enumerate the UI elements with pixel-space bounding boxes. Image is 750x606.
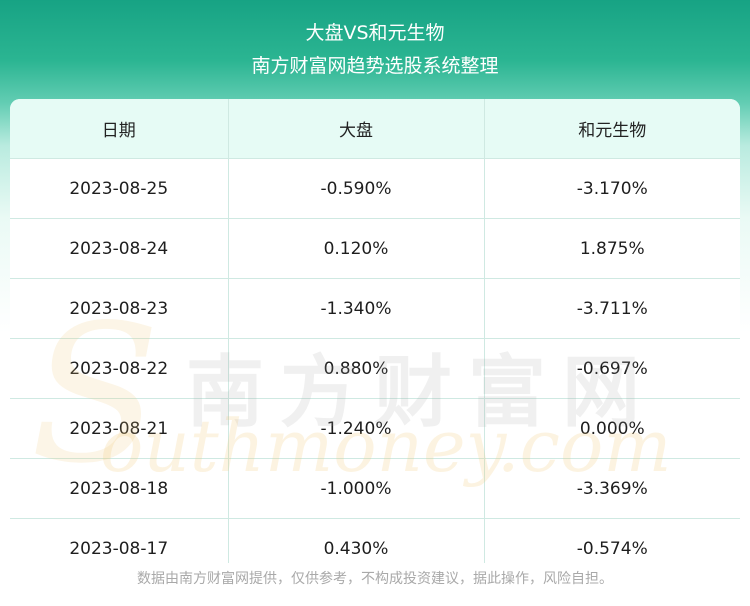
table-row: 2023-08-25 -0.590% -3.170% (10, 158, 740, 219)
cell-date: 2023-08-25 (10, 158, 229, 219)
column-header-date: 日期 (10, 99, 229, 159)
cell-stock-change: -0.574% (484, 518, 740, 563)
cell-stock-change: -3.170% (484, 158, 740, 219)
cell-market-change: -1.340% (228, 278, 485, 339)
cell-market-change: 0.430% (228, 518, 485, 563)
table-row: 2023-08-21 -1.240% 0.000% (10, 398, 740, 459)
cell-market-change: -1.000% (228, 458, 485, 519)
table-row: 2023-08-18 -1.000% -3.369% (10, 458, 740, 519)
table-row: 2023-08-17 0.430% -0.574% (10, 518, 740, 563)
column-header-market: 大盘 (228, 99, 485, 159)
cell-stock-change: -3.711% (484, 278, 740, 339)
column-header-stock: 和元生物 (484, 99, 740, 159)
cell-date: 2023-08-24 (10, 218, 229, 279)
cell-date: 2023-08-21 (10, 398, 229, 459)
page-subtitle: 南方财富网趋势选股系统整理 (251, 55, 499, 77)
table-header-row: 日期 大盘 和元生物 (10, 99, 740, 159)
table-row: 2023-08-22 0.880% -0.697% (10, 338, 740, 399)
comparison-table-card: 日期 大盘 和元生物 2023-08-25 -0.590% -3.170% 20… (10, 99, 740, 563)
cell-stock-change: 1.875% (484, 218, 740, 279)
comparison-table: 日期 大盘 和元生物 2023-08-25 -0.590% -3.170% 20… (10, 99, 740, 563)
cell-date: 2023-08-17 (10, 518, 229, 563)
table-row: 2023-08-24 0.120% 1.875% (10, 218, 740, 279)
cell-stock-change: 0.000% (484, 398, 740, 459)
page-title: 大盘VS和元生物 (305, 22, 445, 44)
footer-disclaimer: 数据由南方财富网提供，仅供参考，不构成投资建议，据此操作，风险自担。 (137, 571, 613, 587)
cell-stock-change: -0.697% (484, 338, 740, 399)
table-row: 2023-08-23 -1.340% -3.711% (10, 278, 740, 339)
cell-market-change: 0.120% (228, 218, 485, 279)
cell-market-change: -1.240% (228, 398, 485, 459)
cell-date: 2023-08-22 (10, 338, 229, 399)
cell-market-change: -0.590% (228, 158, 485, 219)
header-banner: 大盘VS和元生物 南方财富网趋势选股系统整理 (0, 0, 750, 96)
cell-market-change: 0.880% (228, 338, 485, 399)
cell-date: 2023-08-18 (10, 458, 229, 519)
cell-stock-change: -3.369% (484, 458, 740, 519)
cell-date: 2023-08-23 (10, 278, 229, 339)
